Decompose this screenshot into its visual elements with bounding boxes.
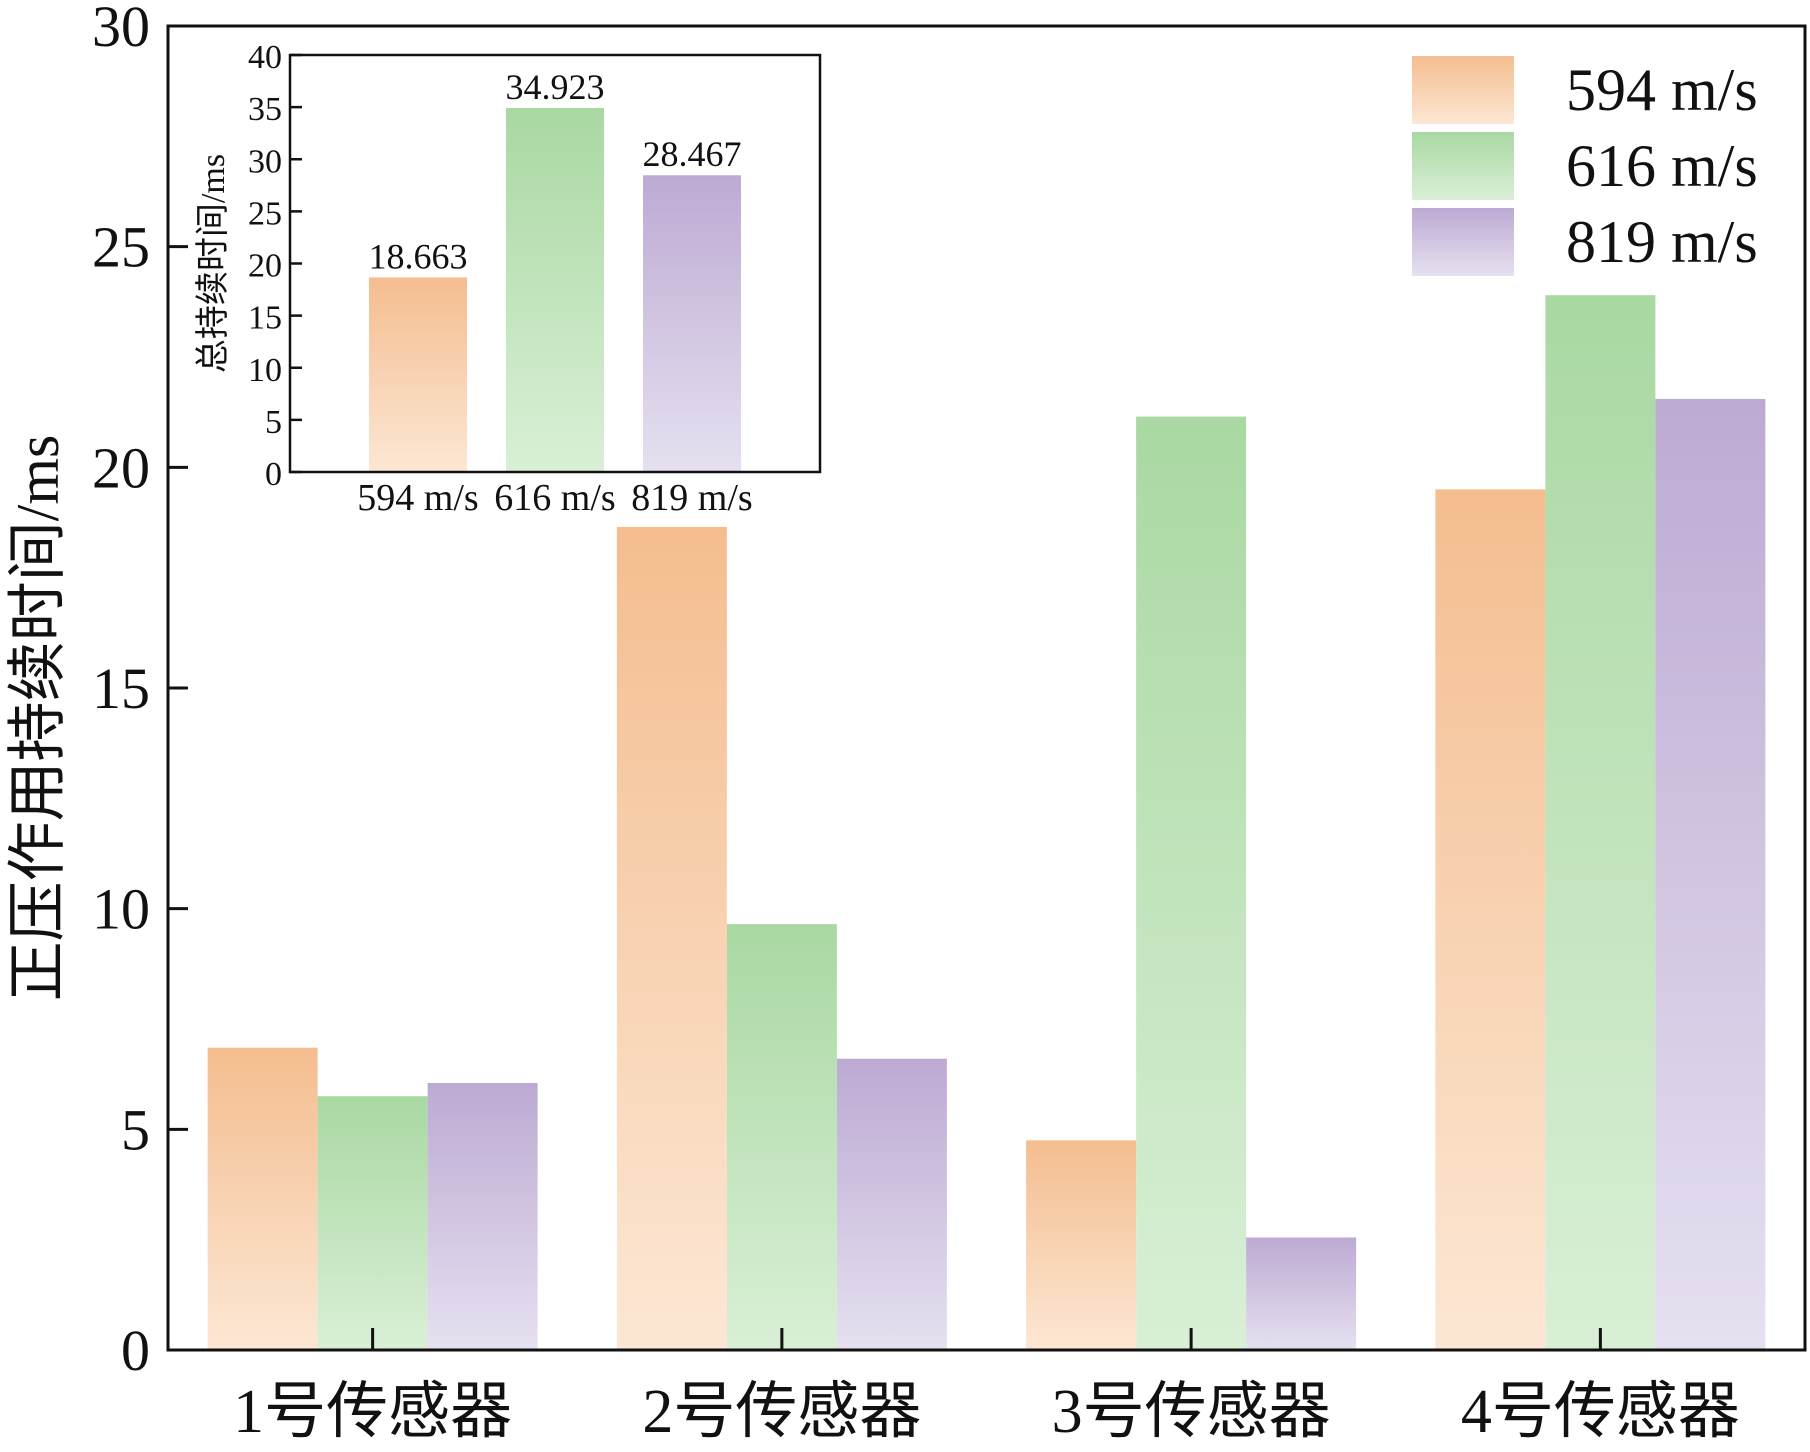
bar-594-m-s-cat-2 (616, 526, 727, 1350)
bar-819-m-s-cat-3 (1246, 1237, 1357, 1350)
legend-label-594-m-s: 594 m/s (1566, 57, 1758, 123)
main-axes-group: 1号传感器 2号传感器 3号传感器 4号传感器 0 5 10 15 20 25 30 正压作用持续时间… (5, 0, 1807, 1446)
legend-swatch-819-m-s (1412, 208, 1514, 276)
inset-data-label: 34.923 (506, 67, 605, 107)
inset-y-tick-label: 35 (248, 91, 282, 128)
inset-y-tick-label: 20 (248, 248, 282, 285)
x-tick-label: 1号传感器 (233, 1378, 512, 1446)
inset-y-tick-label: 10 (248, 352, 282, 389)
y-axis-label: 正压作用持续时间/ms (5, 435, 71, 1002)
inset-chart: 18.663 594 m/s 34.923 616 m/s 28.467 819 m/s 0… (194, 39, 822, 519)
bar-616-m-s-cat-2 (726, 924, 837, 1350)
x-tick-label: 3号传感器 (1052, 1378, 1331, 1446)
legend-label-616-m-s: 616 m/s (1566, 133, 1758, 199)
y-tick-label: 25 (92, 215, 150, 280)
inset-x-tick-label: 819 m/s (631, 477, 752, 519)
legend-swatch-594-m-s (1412, 56, 1514, 124)
bar-819-m-s-cat-4 (1655, 398, 1766, 1351)
inset-bar-594-m-s (369, 277, 467, 472)
inset-y-tick-label: 0 (265, 456, 282, 493)
y-tick-label: 5 (121, 1097, 150, 1162)
inset-y-tick-label: 40 (248, 39, 282, 76)
bar-616-m-s-cat-1 (317, 1096, 428, 1350)
inset-y-tick-label: 15 (248, 300, 282, 337)
y-tick-label: 15 (92, 656, 150, 721)
legend-label-819-m-s: 819 m/s (1566, 209, 1758, 275)
inset-bar-616-m-s (506, 107, 604, 472)
bar-819-m-s-cat-1 (427, 1082, 538, 1350)
inset-data-label: 18.663 (369, 236, 468, 276)
legend-swatch-616-m-s (1412, 132, 1514, 200)
bar-594-m-s-cat-3 (1026, 1140, 1137, 1350)
main-bars-group (207, 295, 1766, 1351)
legend: 594 m/s 616 m/s 819 m/s (1412, 56, 1758, 276)
bar-819-m-s-cat-2 (836, 1058, 947, 1350)
y-tick-label: 0 (121, 1318, 150, 1383)
bar-616-m-s-cat-4 (1545, 295, 1656, 1350)
y-tick-label: 20 (92, 435, 150, 500)
x-tick-label: 4号传感器 (1461, 1378, 1740, 1446)
inset-x-tick-label: 616 m/s (494, 477, 615, 519)
bar-616-m-s-cat-3 (1136, 416, 1247, 1351)
y-tick-label: 30 (92, 0, 150, 59)
bar-594-m-s-cat-4 (1435, 489, 1546, 1350)
inset-bar-819-m-s (643, 175, 741, 473)
inset-x-tick-label: 594 m/s (357, 477, 478, 519)
x-tick-label: 2号传感器 (642, 1378, 921, 1446)
inset-y-tick-label: 25 (248, 195, 282, 232)
bar-594-m-s-cat-1 (207, 1047, 318, 1350)
inset-y-axis-label: 总持续时间/ms (194, 154, 232, 373)
y-tick-label: 10 (92, 877, 150, 942)
inset-y-tick-label: 5 (265, 404, 282, 441)
inset-data-label: 28.467 (643, 134, 742, 174)
inset-y-tick-label: 30 (248, 143, 282, 180)
